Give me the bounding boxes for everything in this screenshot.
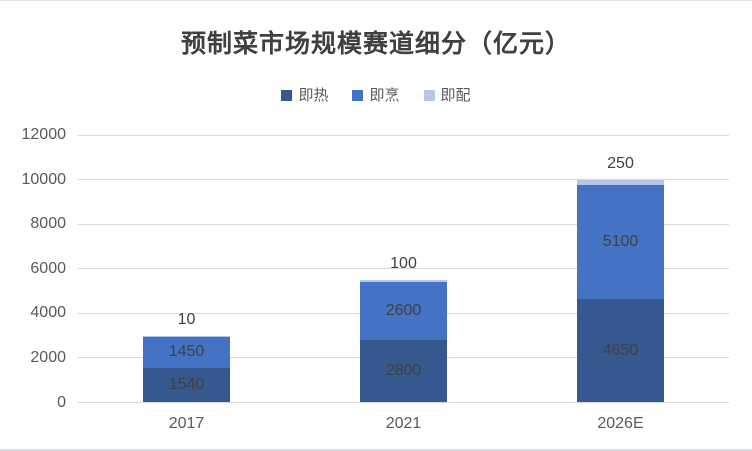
gridline-6000 [78,268,729,270]
legend-label: 即配 [440,87,471,104]
bar-segment-即烹-2017 [143,335,230,369]
top-border-line [0,0,752,1]
gridline-8000 [78,223,729,225]
legend-swatch-icon [423,90,435,101]
legend-item-1: 即热 [281,87,328,104]
bar-segment-即热-2026E [577,298,664,403]
data-label-即热-2026E: 4650 [602,341,639,359]
legend-swatch-icon [281,90,293,101]
gridline-0 [78,402,729,403]
legend-item-3: 即配 [423,87,471,104]
bar-segment-即烹-2026E [577,185,664,299]
y-axis-tick-label: 2000 [30,348,66,366]
bar-segment-即烹-2021 [360,282,447,341]
bar-stack-2026E: 4650 5100 250 [577,155,664,403]
x-axis-tick-label-2017: 2017 [168,415,205,432]
bottom-border-line [0,449,752,451]
data-label-即配-2021: 100 [390,255,417,273]
gridline-12000 [78,134,729,136]
x-axis-tick-label-2026E: 2026E [597,415,644,432]
bar-segment-即热-2021 [360,340,447,403]
y-axis-tick-label: 6000 [30,259,66,277]
chart-title: 预制菜市场规模赛道细分（亿元） [180,31,571,58]
y-axis-tick-label: 4000 [30,304,66,322]
legend-item-2: 即烹 [352,87,400,104]
bar-stack-2017: 1540 1450 10 [143,311,230,403]
bar-segment-即配-2021 [360,280,447,283]
chart-legend: 即热 即烹 即配 [0,87,752,104]
bar-segment-即热-2017 [143,368,230,403]
x-axis-tick-label-2021: 2021 [385,415,422,432]
y-axis-tick-label: 8000 [30,215,66,233]
data-label-即烹-2017: 1450 [168,343,205,361]
bar-stack-2021: 2800 2600 100 [360,256,447,403]
y-axis-tick-label: 10000 [21,170,67,188]
legend-label: 即热 [298,87,329,104]
gridline-10000 [78,179,729,181]
data-label-即配-2026E: 250 [607,154,634,172]
y-axis-tick-label: 0 [57,393,66,411]
data-label-即配-2017: 10 [177,310,196,328]
data-label-即烹-2026E: 5100 [602,233,639,251]
data-label-即热-2017: 1540 [168,376,205,394]
bar-segment-即配-2026E [577,179,664,186]
legend-label: 即烹 [369,87,400,104]
data-label-即热-2021: 2800 [385,362,422,380]
y-axis-tick-label: 12000 [21,126,67,144]
data-label-即烹-2021: 2600 [385,302,422,320]
legend-swatch-icon [352,90,364,101]
